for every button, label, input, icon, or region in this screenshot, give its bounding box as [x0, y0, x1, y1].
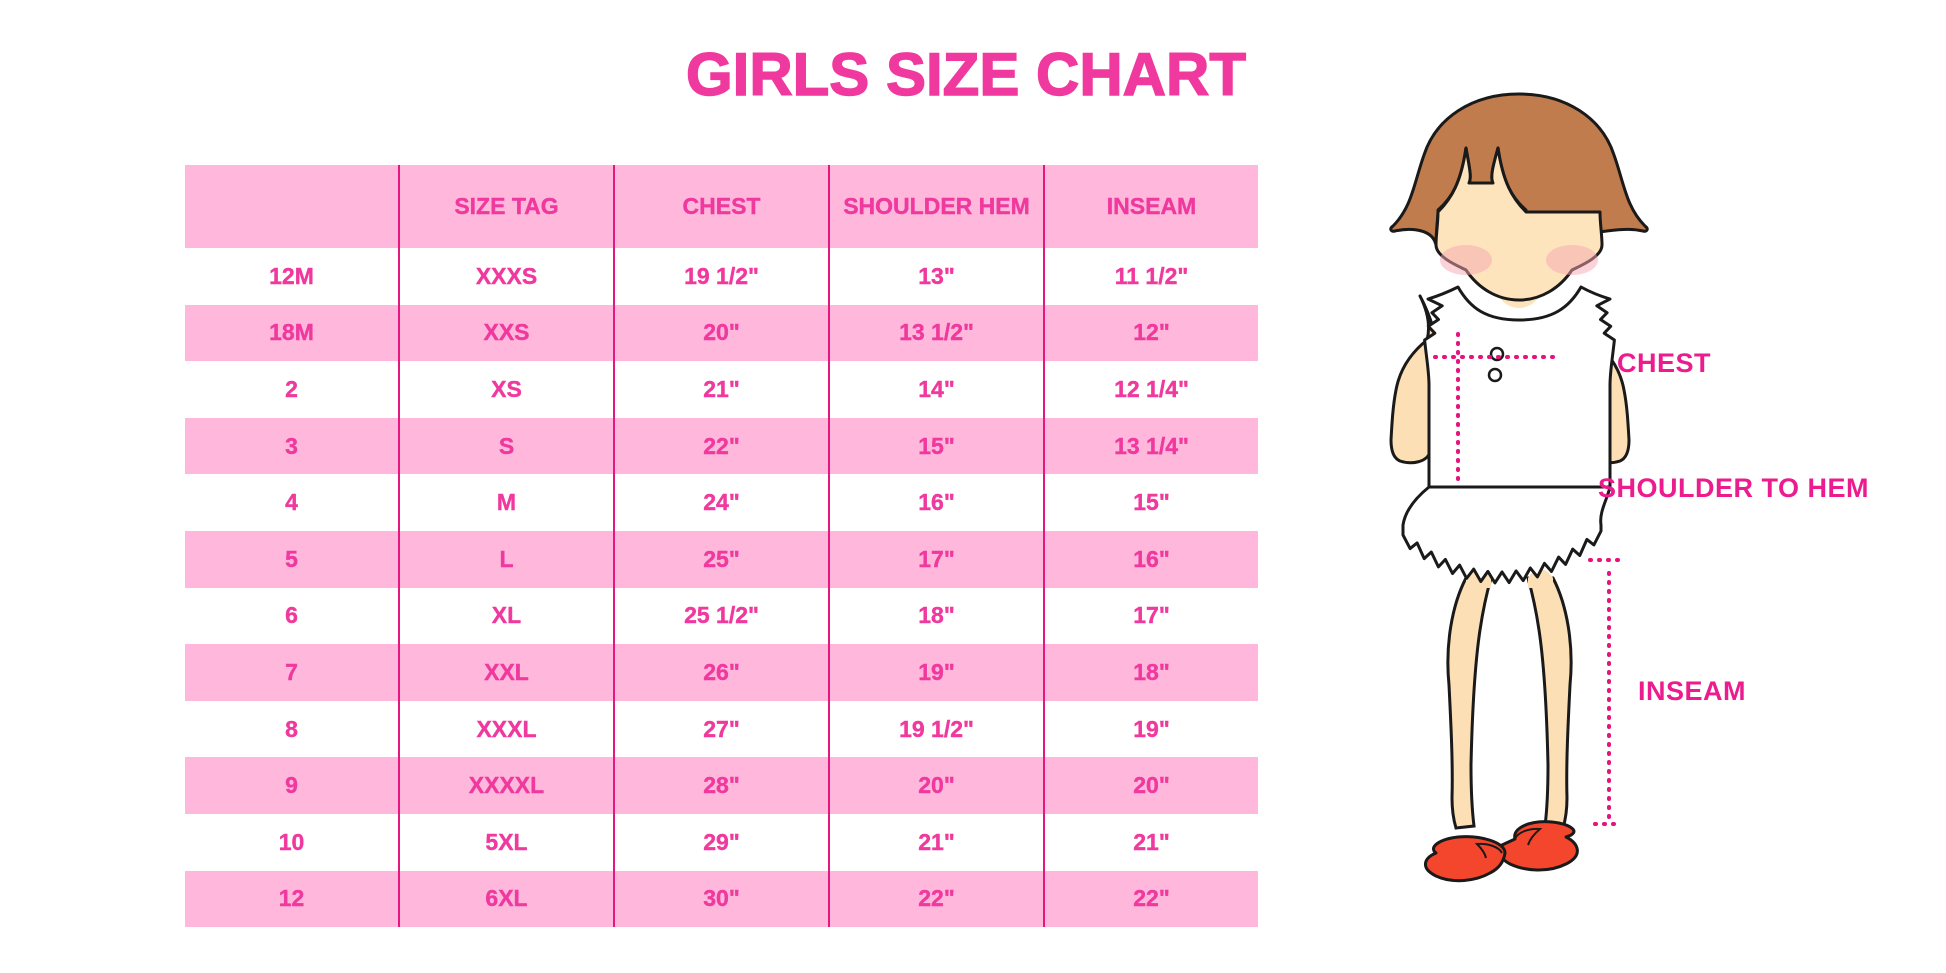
svg-text:SHOULDER TO HEM: SHOULDER TO HEM — [1598, 473, 1869, 503]
svg-text:INSEAM: INSEAM — [1638, 676, 1746, 706]
svg-text:CHEST: CHEST — [1617, 348, 1711, 378]
